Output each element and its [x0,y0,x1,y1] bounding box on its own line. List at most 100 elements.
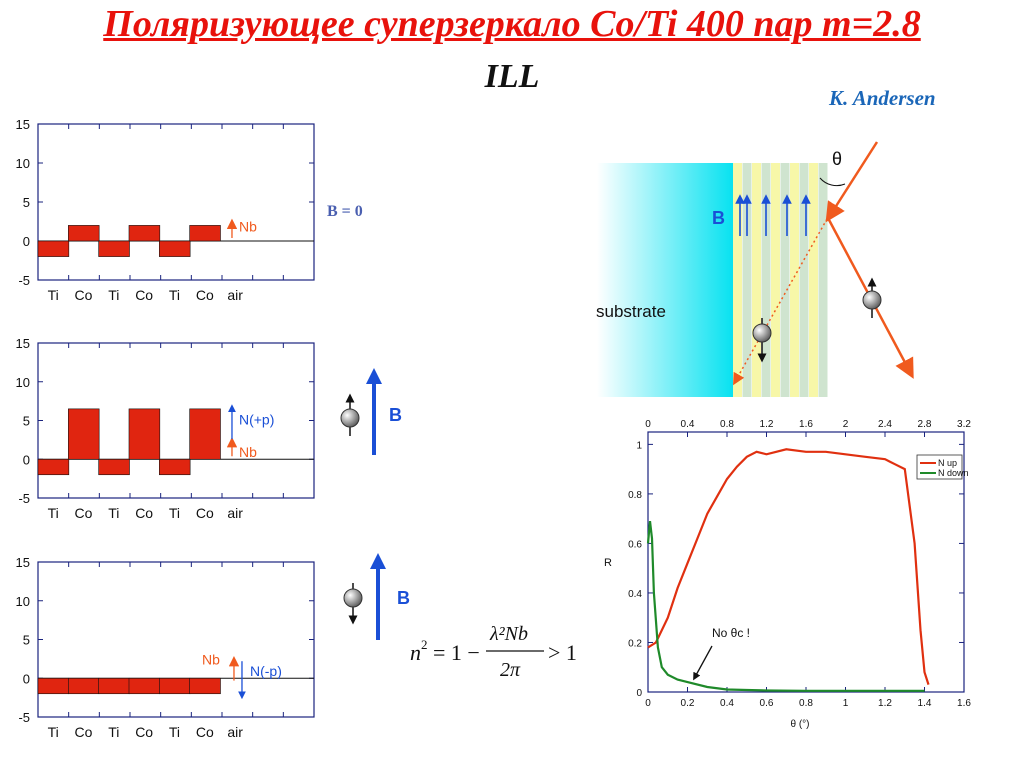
formula-eq: = 1 − [433,640,480,665]
legend-box [916,454,963,480]
angle-arc [819,177,846,187]
page-title: Поляризующее суперзеркало Co/Ti 400 пар … [103,3,921,45]
layer-stripe [771,163,780,397]
potential-bar [128,408,161,460]
top-x-tick-label: 2 [843,419,849,430]
substrate-block [597,163,737,397]
top-x-tick-label: 0.4 [681,419,695,430]
formula-rhs: > 1 [548,640,577,665]
layer-label: Co [75,724,93,740]
layer-stripe [790,163,799,397]
layer-stripe [752,163,761,397]
angle-label: θ [832,149,842,169]
author-credit: K. Andersen [829,86,936,110]
layer-label: Co [135,505,153,521]
series-line-n-down [646,520,925,692]
field-up-arrow-icon [370,553,386,640]
layer-label: Co [135,287,153,303]
legend-label: N up [938,458,957,468]
y-tick-label: 0 [23,671,30,686]
y-tick-label: 10 [16,375,30,390]
y-tick-label: 5 [23,195,30,210]
layer-stripe [742,163,752,397]
y-axis-label: R [604,557,612,569]
refraction-formula: n 2 = 1 − λ²Nb 2π > 1 [410,623,577,681]
potential-bar [98,458,130,476]
layer-label: Ti [48,505,59,521]
series-line-n-up [647,448,930,685]
spin-down-icon [343,583,363,625]
potential-bar [159,240,191,257]
layer-label: air [227,724,243,740]
layer-stripe [780,163,790,397]
x-tick-label: 0.2 [681,698,695,709]
potential-bar [189,677,221,695]
x-tick-label: 1.2 [878,698,892,709]
transmitted-spin-down-icon [752,318,772,363]
potential-bar [68,408,100,460]
top-x-tick-label: 0.8 [720,419,734,430]
y-tick-label: 0.8 [628,490,642,501]
x-tick-label: 0.4 [720,698,734,709]
nb-label: Nb [202,651,220,667]
y-tick-label: 5 [23,414,30,429]
potential-bar [128,225,161,242]
layer-stripe [818,163,828,397]
chart-legend: N upN down [916,454,969,480]
supermirror-schematic: substrate B θ [596,141,914,397]
y-tick-label: 0.6 [628,539,642,550]
field-up-arrow-icon [366,368,382,455]
field-zero-label: B = 0 [327,203,363,220]
potential-bar [189,408,221,460]
no-theta-c-annotation: No θc ! [712,626,750,640]
y-tick-label: 0 [23,452,30,467]
layer-label: Ti [169,724,180,740]
top-x-tick-label: 2.4 [878,419,892,430]
reflectivity-chart: 0 0.2 0.4 0.6 0.8 1 1.2 1.4 1.6 0 0.4 0.8 1.2 1.6 2 2.4… [604,419,971,730]
top-x-tick-label: 3.2 [957,419,971,430]
substrate-label: substrate [596,302,666,321]
formula-numerator: λ²Nb [489,623,528,645]
potential-bar [159,677,191,695]
reflected-spin-up-icon [862,277,882,318]
layer-label: Ti [108,724,119,740]
layer-stripe [761,163,771,397]
x-tick-label: 0 [645,698,651,709]
formula-lhs: n [410,640,421,665]
y-tick-label: 10 [16,156,30,171]
annotation-arrow-icon [693,645,713,681]
formula-denominator: 2π [500,659,521,681]
page-subtitle: ILL [484,58,540,95]
top-x-tick-label: 0 [645,419,651,430]
y-tick-label: 15 [16,117,30,132]
potential-bar [159,458,191,476]
nb-label: Nb [239,219,257,235]
potential-bar [37,458,70,476]
y-tick-label: 0 [636,688,642,699]
y-tick-label: 0 [23,234,30,249]
layer-label: air [227,287,243,303]
incident-beam [825,141,879,223]
x-axis-label: θ (°) [791,719,810,730]
top-x-tick-label: 1.2 [760,419,774,430]
y-tick-label: 10 [16,594,30,609]
x-tick-label: 1 [843,698,849,709]
layer-label: Ti [108,287,119,303]
formula-sup: 2 [421,637,428,652]
potential-bar [37,240,70,257]
top-x-tick-label: 1.6 [799,419,813,430]
transmitted-beam [733,218,828,386]
potential-bar [128,677,161,695]
field-b-label-1: B [389,405,402,425]
layer-stripe [733,163,742,397]
layer-label: Co [196,505,214,521]
spin-up-icon [340,393,360,436]
y-tick-label: 15 [16,336,30,351]
layer-label: Ti [48,287,59,303]
layer-label: Co [75,287,93,303]
layer-stripe [809,163,818,397]
layer-label: Ti [108,505,119,521]
potential-bar [68,225,100,242]
layer-label: Ti [48,724,59,740]
